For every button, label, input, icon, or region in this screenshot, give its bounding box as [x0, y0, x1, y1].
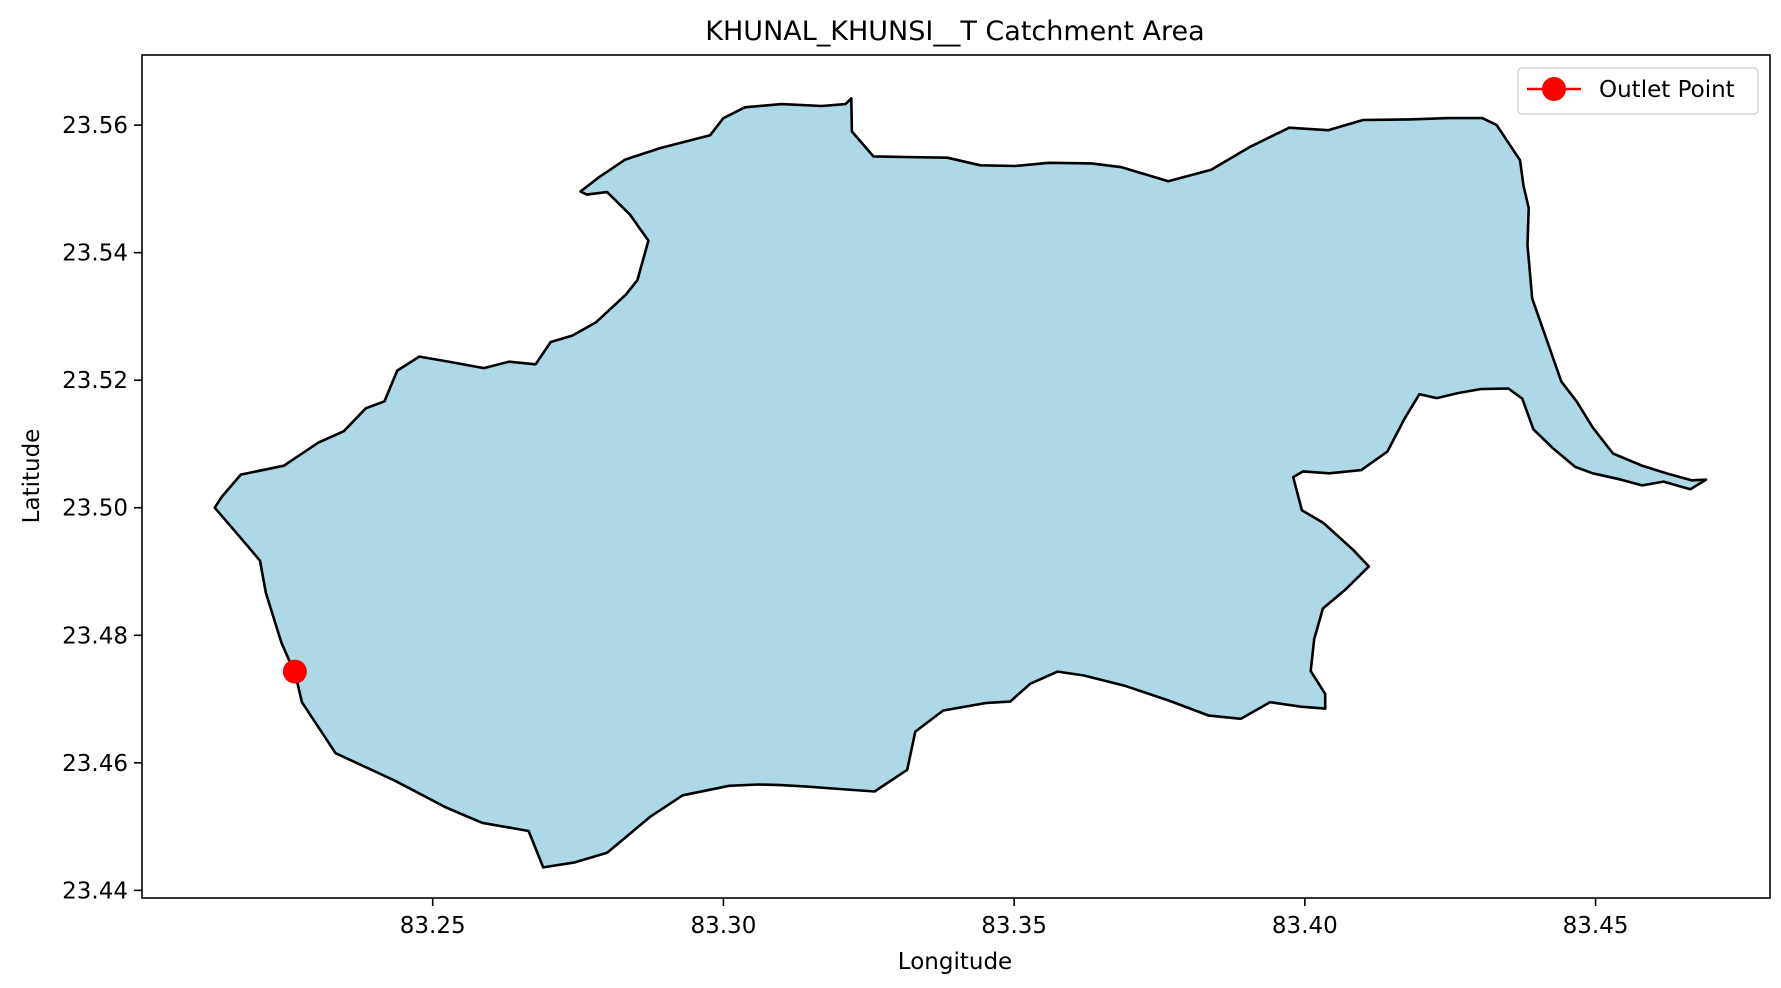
x-axis-ticks: 83.25 83.30 83.35 83.40 83.45	[400, 898, 1629, 939]
y-axis-ticks: 23.44 23.46 23.48 23.50 23.52 23.54 23.56	[62, 113, 142, 904]
y-tick-label: 23.48	[62, 623, 128, 649]
x-tick-label: 83.35	[981, 913, 1047, 939]
y-tick-label: 23.54	[62, 241, 128, 267]
y-tick-label: 23.46	[62, 751, 128, 777]
x-tick-label: 83.30	[690, 913, 756, 939]
y-tick-label: 23.44	[62, 878, 128, 904]
y-tick-label: 23.56	[62, 113, 128, 139]
x-tick-label: 83.25	[400, 913, 466, 939]
legend: Outlet Point	[1517, 67, 1759, 115]
plot-area	[213, 97, 1708, 869]
legend-box	[1517, 67, 1759, 115]
y-axis-label: Latitude	[19, 429, 45, 524]
legend-outlet-marker	[1542, 77, 1566, 101]
y-tick-label: 23.52	[62, 368, 128, 394]
x-axis-label: Longitude	[898, 949, 1012, 975]
legend-outlet-label: Outlet Point	[1599, 77, 1735, 103]
catchment-polygon	[213, 97, 1708, 869]
axes-frame	[141, 54, 1771, 899]
y-tick-label: 23.50	[62, 496, 128, 522]
x-tick-label: 83.45	[1563, 913, 1629, 939]
x-tick-label: 83.40	[1272, 913, 1338, 939]
chart-title: KHUNAL_KHUNSI__T Catchment Area	[705, 16, 1204, 47]
outlet-point-marker	[282, 659, 307, 684]
